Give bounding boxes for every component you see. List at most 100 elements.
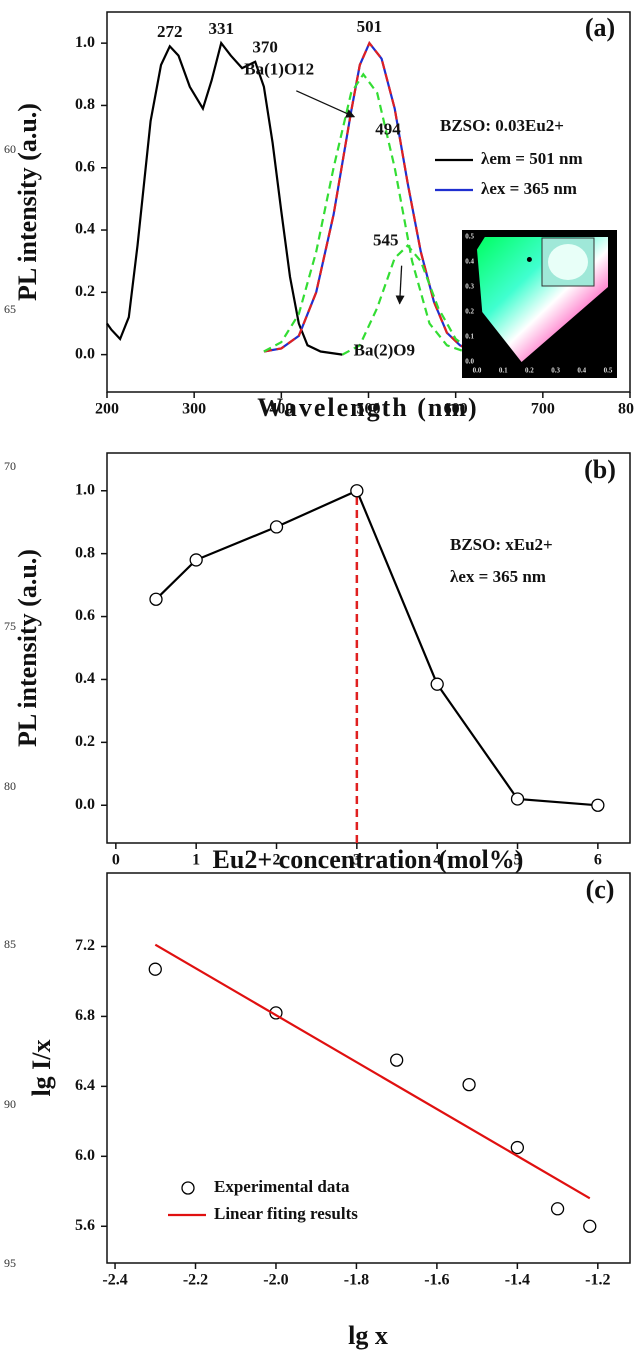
legend-label: Experimental data: [214, 1177, 350, 1196]
legend-label: λem = 501 nm: [481, 149, 583, 168]
data-point: [583, 1219, 597, 1233]
x-axis-label: lg x: [348, 1321, 388, 1350]
x-tick-label: 4: [433, 852, 441, 869]
y-tick-label: 6.0: [75, 1147, 95, 1164]
y-tick-label: 0.2: [75, 733, 95, 750]
annotation: 501: [357, 17, 383, 36]
inset-x-tick-label: 0.1: [499, 367, 508, 375]
margin-number: 70: [4, 459, 16, 473]
series-line: [154, 943, 591, 1200]
data-point: [430, 677, 444, 691]
x-tick-label: -1.8: [344, 1272, 369, 1289]
inset-x-tick-label: 0.5: [604, 367, 613, 375]
y-tick-label: 1.0: [75, 481, 95, 498]
legend-marker: [181, 1181, 195, 1195]
note: BZSO: xEu2+: [450, 535, 553, 554]
x-tick-label: 500: [357, 401, 381, 418]
x-tick-label: 300: [182, 401, 206, 418]
inset-y-tick-label: 0.3: [465, 283, 474, 291]
annotation-arrow: [395, 265, 405, 305]
series-line: [263, 72, 482, 356]
legend-label: Linear fiting results: [214, 1204, 358, 1223]
y-tick-label: 6.4: [75, 1077, 95, 1094]
panel-tag: (b): [584, 455, 616, 484]
x-tick-label: 600: [444, 401, 468, 418]
plot-frame: [106, 452, 631, 844]
note: λex = 365 nm: [450, 567, 546, 586]
margin-number: 65: [4, 302, 16, 316]
y-tick-label: 0.6: [75, 158, 95, 175]
x-tick-label: 5: [514, 852, 522, 869]
y-axis-label: lg I/x: [27, 1039, 56, 1096]
y-axis-label: PL intensity (a.u.): [13, 549, 42, 747]
series-line: [263, 40, 491, 356]
y-tick-label: 1.0: [75, 34, 95, 51]
x-tick-label: -2.0: [263, 1272, 288, 1289]
y-tick-label: 0.6: [75, 607, 95, 624]
annotation: 494: [375, 120, 401, 139]
inset-x-tick-label: 0.2: [525, 367, 534, 375]
inset-x-tick-label: 0.4: [577, 367, 586, 375]
x-tick-label: 0: [112, 852, 120, 869]
annotation: 370: [252, 38, 278, 57]
x-tick-label: 3: [353, 852, 361, 869]
x-tick-label: 800: [618, 401, 634, 418]
x-tick-label: -1.6: [424, 1272, 449, 1289]
margin-number: 85: [4, 937, 16, 951]
x-tick-label: 2: [273, 852, 281, 869]
annotation: 331: [208, 19, 234, 38]
data-point: [148, 962, 162, 976]
y-tick-label: 6.8: [75, 1007, 95, 1024]
y-tick-label: 0.0: [75, 796, 95, 813]
y-tick-label: 0.2: [75, 283, 95, 300]
phosphor-glow: [548, 244, 588, 280]
annotation-arrow: [296, 90, 356, 118]
data-point: [390, 1053, 404, 1067]
y-tick-label: 0.0: [75, 345, 95, 362]
y-tick-label: 0.8: [75, 96, 95, 113]
x-tick-label: 200: [95, 401, 119, 418]
data-point: [149, 592, 163, 606]
annotation: 272: [157, 22, 183, 41]
margin-number: 80: [4, 779, 16, 793]
inset-x-tick-label: 0.0: [473, 367, 482, 375]
inset-y-tick-label: 0.1: [465, 333, 474, 341]
data-point: [189, 553, 203, 567]
margin-number: 60: [4, 142, 16, 156]
x-tick-label: 6: [594, 852, 602, 869]
y-tick-label: 5.6: [75, 1217, 95, 1234]
plot-frame: [106, 872, 631, 1264]
series-line: [263, 40, 491, 356]
annotation: 545: [373, 231, 399, 250]
data-point: [550, 1202, 565, 1216]
inset-y-tick-label: 0.2: [465, 308, 474, 316]
note: BZSO: 0.03Eu2+: [440, 116, 564, 135]
y-axis-label: PL intensity (a.u.): [13, 103, 42, 301]
x-tick-label: -2.4: [102, 1272, 127, 1289]
inset-y-tick-label: 0.0: [465, 358, 474, 366]
x-tick-label: -2.2: [183, 1272, 208, 1289]
annotation: Ba(1)O12: [244, 60, 314, 79]
data-point: [269, 520, 284, 534]
series-line: [106, 40, 343, 356]
inset-y-tick-label: 0.5: [465, 233, 474, 241]
annotation: Ba(2)O9: [354, 341, 415, 360]
inset-x-tick-label: 0.3: [551, 367, 560, 375]
y-tick-label: 0.4: [75, 221, 95, 238]
x-axis-label: Eu2+ concentration (mol%): [213, 845, 524, 874]
color-point: [526, 257, 532, 262]
x-axis-label: Wavelength (nm): [257, 393, 478, 422]
y-tick-label: 0.8: [75, 544, 95, 561]
margin-number: 95: [4, 1256, 16, 1270]
data-point: [350, 484, 364, 498]
data-point: [462, 1077, 476, 1092]
data-point: [591, 798, 605, 812]
y-tick-label: 0.4: [75, 670, 95, 687]
margin-number: 75: [4, 619, 16, 633]
y-tick-label: 7.2: [75, 937, 95, 954]
legend-label: λex = 365 nm: [481, 179, 577, 198]
x-tick-label: -1.4: [505, 1272, 530, 1289]
x-tick-label: -1.2: [585, 1272, 610, 1289]
data-point: [510, 792, 525, 806]
